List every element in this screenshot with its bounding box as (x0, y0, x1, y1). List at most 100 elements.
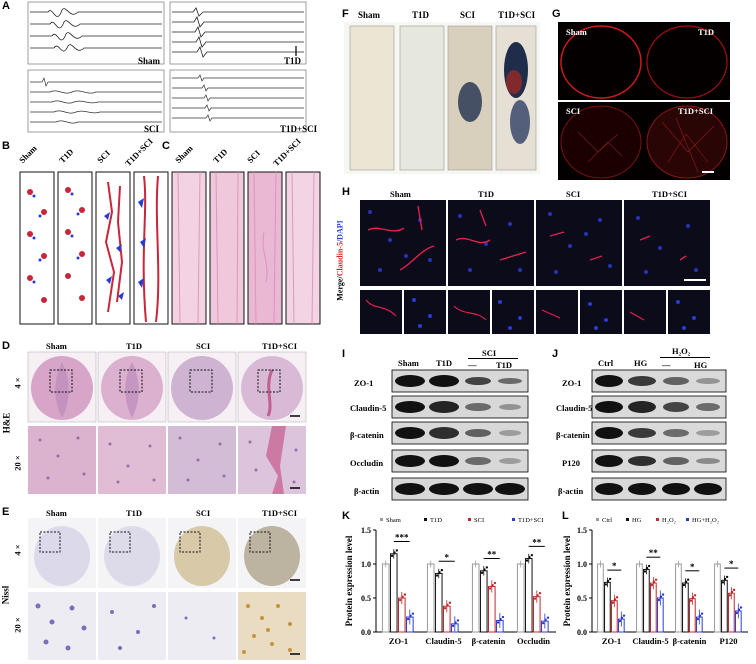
panel-D-he-sections (27, 351, 307, 494)
chart-ytick-label: 1.0 (577, 560, 587, 569)
panel-E-label-t1d: T1D (126, 508, 143, 518)
chart-data-point (538, 592, 542, 595)
chart-data-point (411, 612, 415, 615)
chart-data-point (684, 580, 688, 583)
chart-bar (721, 579, 728, 633)
chart-legend-swatch (686, 518, 689, 521)
panel-I-col-t1d: T1D (436, 358, 453, 368)
chart-data-point (446, 603, 449, 606)
chart-data-point (393, 551, 396, 554)
chart-bar (604, 581, 611, 633)
chart-data-point (480, 571, 484, 575)
chart-ytick-label: 0.0 (577, 628, 587, 637)
panel-D-label-t1dsci: T1D+SCI (262, 341, 298, 351)
chart-data-point (725, 575, 729, 579)
panel-I-row-bcatenin: β-catenin (350, 430, 384, 440)
chart-data-point (528, 556, 531, 559)
panel-H-letter: H (342, 186, 350, 198)
chart-ytick-label: 1.5 (577, 526, 587, 535)
chart-data-point (488, 587, 492, 590)
panel-D-stain-label: H&E (1, 412, 12, 434)
panel-J-row-p120: P120 (562, 458, 580, 468)
chart-data-point (546, 616, 550, 619)
panel-E-label-t1dsci: T1D+SCI (262, 508, 298, 518)
chart-legend-swatch (656, 518, 659, 521)
chart-bar (516, 563, 525, 633)
chart-data-point (398, 598, 402, 602)
panel-I-col-sham: Sham (398, 358, 419, 368)
chart-legend-swatch (512, 518, 515, 521)
chart-category-label: Occludin (517, 636, 550, 646)
chart-data-point (499, 617, 502, 621)
chart-legend-label: HG+H₂O₂ (692, 517, 719, 524)
panel-B-label-sci: SCI (94, 147, 113, 165)
chart-data-point (491, 583, 494, 587)
chart-L-letter: L (562, 510, 569, 522)
chart-significance-label: * (690, 562, 695, 572)
chart-data-point (732, 588, 736, 592)
chart-data-point (435, 574, 439, 577)
panel-J-row-bcatenin: β-catenin (556, 430, 590, 440)
chart-data-point (696, 617, 700, 621)
chart-data-point (693, 594, 697, 597)
chart-data-point (661, 593, 665, 596)
panel-A-letter: A (2, 0, 10, 12)
panel-D-mag20-label: 20 × (12, 455, 23, 471)
panel-I-row-bactin: β-actin (354, 486, 380, 496)
panel-D-label-t1d: T1D (126, 341, 143, 351)
chart-data-point (606, 579, 610, 583)
panel-I-group-line (468, 358, 518, 359)
panel-J-group-h2o2: H₂O₂ (672, 346, 691, 356)
chart-K: Protein expression level 0.0 0.5 1.0 1.5 Sham… (344, 517, 556, 646)
chart-data-point (737, 608, 741, 611)
panel-J-sub-hg: HG (694, 360, 708, 370)
panel-I-letter: I (342, 348, 346, 360)
chart-data-point (401, 595, 404, 598)
panel-B-label-t1d: T1D (56, 146, 76, 165)
chart-legend-swatch (380, 518, 383, 521)
panel-F-label-sci: SCI (460, 10, 476, 20)
chart-data-point (657, 598, 661, 602)
panel-C-label-t1d: T1D (210, 146, 230, 165)
chart-data-point (645, 566, 649, 570)
panel-H-claudin5-dapi (360, 200, 710, 334)
chart-data-point (643, 570, 647, 573)
chart-data-point (723, 577, 727, 581)
chart-data-point (620, 616, 624, 619)
chart-data-point (698, 614, 702, 617)
panel-H-ylabel-merge: Merge/ (335, 276, 345, 301)
panel-A-sham-label: Sham (138, 56, 161, 66)
chart-L: Protein expression level 0.0 0.5 1.0 1.5 Ctrl… (562, 517, 748, 646)
chart-legend-swatch (596, 518, 599, 521)
chart-data-point (496, 621, 500, 624)
panel-J-letter: J (552, 348, 559, 360)
chart-data-point (501, 615, 505, 619)
chart-bar (675, 563, 682, 633)
panel-J-group-line (660, 357, 710, 358)
chart-bar (381, 563, 390, 633)
chart-bar (643, 568, 650, 633)
panel-E-stain-label: Nissl (0, 585, 11, 605)
chart-data-point (483, 568, 486, 571)
chart-K-letter: K (342, 510, 350, 522)
chart-data-point (613, 598, 617, 601)
chart-data-point (403, 593, 407, 596)
panel-G-label-sham: Sham (566, 27, 587, 37)
chart-significance-label: ** (487, 550, 497, 560)
chart-significance-label: * (612, 561, 617, 571)
panel-G-letter: G (552, 8, 561, 20)
chart-data-point (448, 601, 452, 604)
panel-E-mag4-label: 4 × (12, 544, 23, 556)
chart-legend-label: Ctrl (602, 517, 612, 524)
panel-H-label-t1dsci: T1D+SCI (652, 189, 688, 199)
chart-data-point (618, 619, 622, 623)
chart-bar (682, 582, 689, 633)
chart-bar (389, 553, 398, 633)
chart-data-point (650, 583, 654, 587)
chart-category-label: ZO-1 (389, 636, 408, 646)
chart-ytick-label: 0.0 (361, 628, 371, 637)
chart-data-point (686, 578, 690, 581)
panel-E-letter: E (2, 506, 10, 518)
chart-bar (597, 563, 604, 633)
panel-J-row-zo1: ZO-1 (562, 378, 582, 388)
